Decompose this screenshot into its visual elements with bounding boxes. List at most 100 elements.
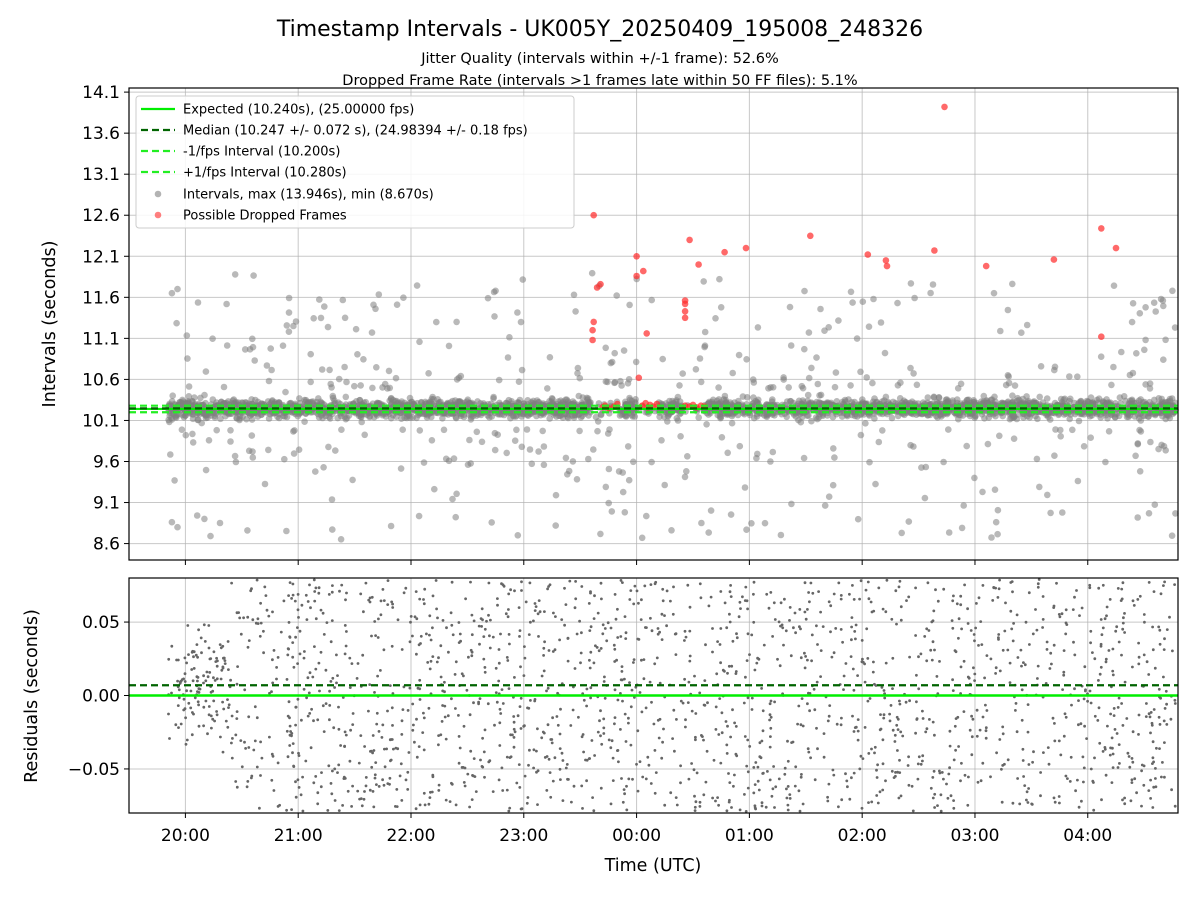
interval-point	[202, 368, 210, 375]
residual-point	[673, 749, 676, 753]
interval-point	[832, 369, 840, 376]
residual-point	[1116, 706, 1120, 709]
residual-point	[610, 739, 614, 743]
residual-point	[793, 611, 797, 615]
residual-point	[348, 759, 352, 763]
residual-point	[690, 762, 693, 765]
interval-point	[805, 374, 813, 382]
residual-point	[320, 771, 323, 774]
interval-point	[1005, 379, 1013, 387]
interval-point	[565, 467, 573, 475]
residual-point	[589, 650, 593, 654]
residual-point	[1147, 789, 1151, 792]
residual-point	[619, 728, 622, 731]
residual-point	[1144, 715, 1148, 718]
residual-point	[750, 708, 754, 711]
interval-point	[467, 416, 475, 423]
interval-point	[343, 378, 350, 386]
interval-point	[1139, 399, 1147, 406]
residual-point	[467, 655, 470, 659]
residual-point	[319, 785, 323, 789]
interval-point	[171, 477, 178, 484]
interval-point	[511, 437, 519, 445]
residual-point	[884, 779, 887, 783]
residual-point	[227, 703, 231, 707]
interval-point	[250, 272, 257, 279]
interval-point	[1023, 413, 1031, 420]
residual-point	[630, 688, 634, 692]
residual-point	[560, 751, 564, 755]
residual-point	[594, 644, 597, 648]
residual-point	[223, 662, 227, 665]
residual-point	[826, 799, 830, 803]
residual-point	[1161, 761, 1164, 764]
residual-point	[1061, 688, 1064, 691]
residual-point	[914, 634, 917, 637]
residual-point	[869, 600, 873, 604]
interval-point	[492, 287, 499, 295]
residual-point	[547, 649, 551, 652]
residual-point	[867, 801, 870, 804]
residual-point	[445, 626, 448, 630]
residual-point	[767, 606, 771, 610]
residual-point	[533, 609, 537, 612]
residual-point	[463, 784, 467, 788]
residual-point	[291, 641, 295, 644]
residual-point	[482, 635, 486, 638]
residual-point	[1041, 626, 1044, 629]
residual-point	[259, 774, 262, 777]
residual-point	[1080, 606, 1084, 610]
interval-point	[416, 338, 423, 346]
interval-point	[387, 522, 395, 530]
residual-point	[411, 702, 415, 706]
interval-point	[1118, 348, 1125, 356]
residual-point	[1010, 627, 1014, 631]
residual-point	[733, 773, 736, 777]
residual-point	[448, 800, 452, 803]
interval-point	[488, 519, 496, 526]
interval-point	[1066, 415, 1073, 423]
residual-point	[308, 712, 312, 715]
residual-point	[875, 794, 879, 797]
interval-point	[453, 376, 461, 383]
residual-point	[777, 620, 781, 624]
residual-point	[389, 758, 393, 762]
dropped-frame-point	[721, 248, 728, 256]
residual-point	[899, 794, 903, 798]
residual-point	[813, 778, 817, 782]
residual-point	[391, 692, 395, 695]
residual-point	[404, 586, 408, 590]
interval-point	[656, 413, 663, 421]
residual-point	[368, 596, 372, 600]
residual-point	[309, 746, 313, 750]
interval-point	[265, 446, 272, 454]
residual-point	[642, 658, 646, 661]
residual-point	[301, 809, 305, 813]
residual-point	[219, 735, 222, 739]
residual-point	[981, 584, 985, 587]
residual-point	[717, 733, 721, 736]
residual-point	[939, 793, 943, 797]
residual-point	[917, 655, 920, 659]
residual-point	[706, 701, 709, 705]
interval-point	[433, 318, 440, 326]
residual-point	[744, 675, 747, 679]
residual-point	[1039, 771, 1042, 774]
residual-point	[702, 793, 706, 797]
residual-point	[1123, 612, 1126, 615]
residual-point	[1011, 639, 1015, 643]
residual-point	[693, 794, 696, 798]
residual-point	[898, 771, 902, 774]
residual-point	[758, 755, 762, 759]
residual-point	[840, 716, 843, 720]
residual-point	[251, 618, 255, 622]
residual-point	[998, 669, 1002, 673]
residual-point	[864, 588, 868, 592]
residual-point	[1027, 763, 1031, 766]
residual-point	[643, 584, 647, 588]
residual-point	[481, 765, 485, 769]
dropped-frame-point	[864, 251, 872, 258]
interval-point	[1067, 395, 1074, 403]
interval-point	[743, 356, 750, 363]
residual-point	[728, 781, 732, 784]
